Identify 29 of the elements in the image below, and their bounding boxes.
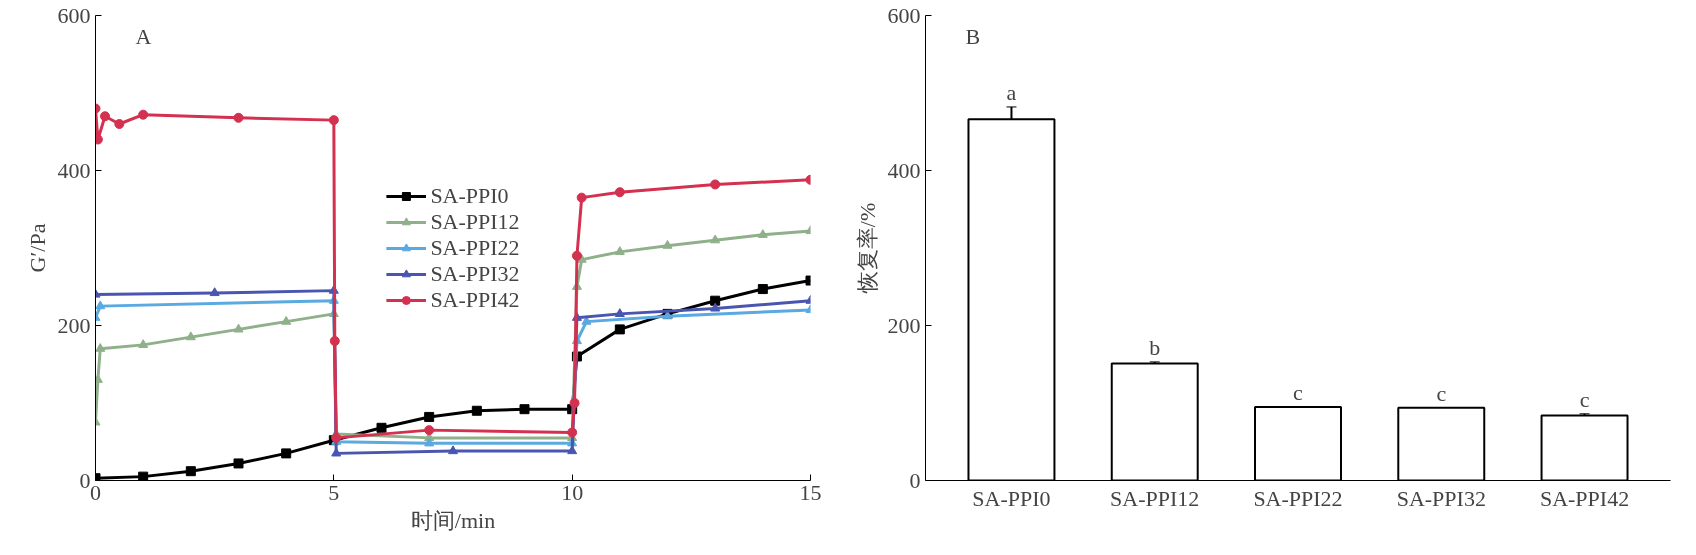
- x-tick-label: SA-PPI42: [1539, 485, 1630, 511]
- legend-label: SA-PPI0: [430, 182, 509, 209]
- legend-label: SA-PPI22: [430, 234, 520, 261]
- x-tick-label: SA-PPI22: [1253, 485, 1343, 511]
- y-tick-label: 600: [57, 2, 91, 28]
- y-axis-title: G′/Pa: [24, 223, 50, 273]
- x-tick-label: 10: [561, 479, 584, 505]
- x-tick-label: SA-PPI0: [972, 485, 1051, 511]
- annotation: b: [1149, 334, 1161, 360]
- legend-label: SA-PPI42: [430, 286, 520, 313]
- x-tick-label: SA-PPI12: [1110, 485, 1200, 511]
- legend-label: SA-PPI12: [430, 208, 520, 235]
- legend-label: SA-PPI32: [430, 260, 520, 287]
- y-tick-label: 600: [887, 2, 921, 28]
- x-tick-label: 5: [328, 479, 340, 505]
- y-tick-label: 400: [57, 157, 91, 183]
- y-axis-title: 恢复率/%: [854, 202, 880, 295]
- y-tick-label: 400: [887, 157, 921, 183]
- annotation: a: [1006, 79, 1017, 105]
- x-axis-title: 时间/min: [410, 507, 496, 533]
- y-tick-label: 200: [57, 312, 91, 338]
- annotation: c: [1436, 380, 1447, 406]
- annotation: c: [1293, 379, 1304, 405]
- annotation: A: [135, 23, 152, 49]
- annotation: B: [965, 23, 981, 49]
- x-tick-label: 15: [799, 479, 822, 505]
- annotation: c: [1579, 386, 1590, 412]
- y-tick-label: 200: [887, 312, 921, 338]
- x-tick-label: SA-PPI32: [1396, 485, 1486, 511]
